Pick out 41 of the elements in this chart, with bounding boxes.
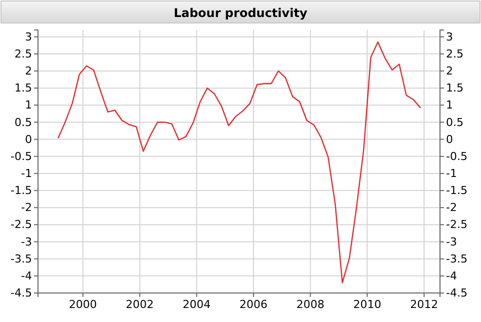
y-tick-label: -1.5	[10, 184, 32, 198]
y-tick-label: -0.5	[10, 150, 32, 163]
y-tick-label: -4	[21, 269, 32, 282]
y2-tick-label: -1.5	[446, 184, 468, 198]
x-tick-label: 2012	[410, 298, 438, 311]
y2-tick-label: 2	[446, 64, 453, 78]
y-tick-label: 0	[25, 132, 32, 146]
y2-tick-label: -3	[446, 235, 457, 248]
y-tick-label: 1.5	[14, 82, 32, 95]
y2-tick-label: 0	[446, 132, 453, 146]
x-tick-label: 2002	[126, 298, 154, 311]
chart-title: Labour productivity	[174, 6, 308, 20]
x-tick-label: 2000	[68, 298, 97, 311]
y2-tick-label: -4	[446, 269, 457, 282]
y-tick-label: 2	[25, 64, 32, 78]
y-tick-label: -3	[21, 235, 32, 248]
x-tick-label: 2006	[240, 298, 268, 311]
y2-tick-label: -2.5	[446, 218, 468, 232]
line-series	[57, 41, 422, 284]
y2-tick-label: 1	[446, 98, 453, 112]
y-tick-label: -2	[21, 201, 32, 214]
y2-tick-label: 1.5	[446, 82, 464, 95]
y2-tick-label: 2.5	[446, 47, 464, 60]
y-tick-label: 2.5	[14, 47, 32, 60]
y-tick-label: -1	[21, 166, 32, 180]
y2-tick-label: -1	[446, 166, 457, 180]
y-tick-label: -4.5	[10, 286, 32, 300]
x-tick-label: 2004	[182, 298, 211, 311]
y-tick-label: 1	[25, 98, 32, 112]
y2-tick-label: -2	[446, 201, 457, 214]
y-tick-label: -2.5	[10, 218, 32, 232]
x-tick-label: 2008	[296, 298, 324, 311]
y2-tick-label: -3.5	[446, 252, 468, 266]
y2-tick-label: -4.5	[446, 286, 468, 300]
y-tick-label: 0.5	[14, 116, 32, 129]
y2-tick-label: 3	[446, 30, 453, 44]
y-tick-label: -3.5	[10, 252, 32, 266]
y-tick-label: 3	[25, 30, 32, 44]
y2-tick-label: 0.5	[446, 116, 464, 129]
y2-tick-label: -0.5	[446, 150, 468, 163]
x-tick-label: 2010	[353, 298, 382, 311]
